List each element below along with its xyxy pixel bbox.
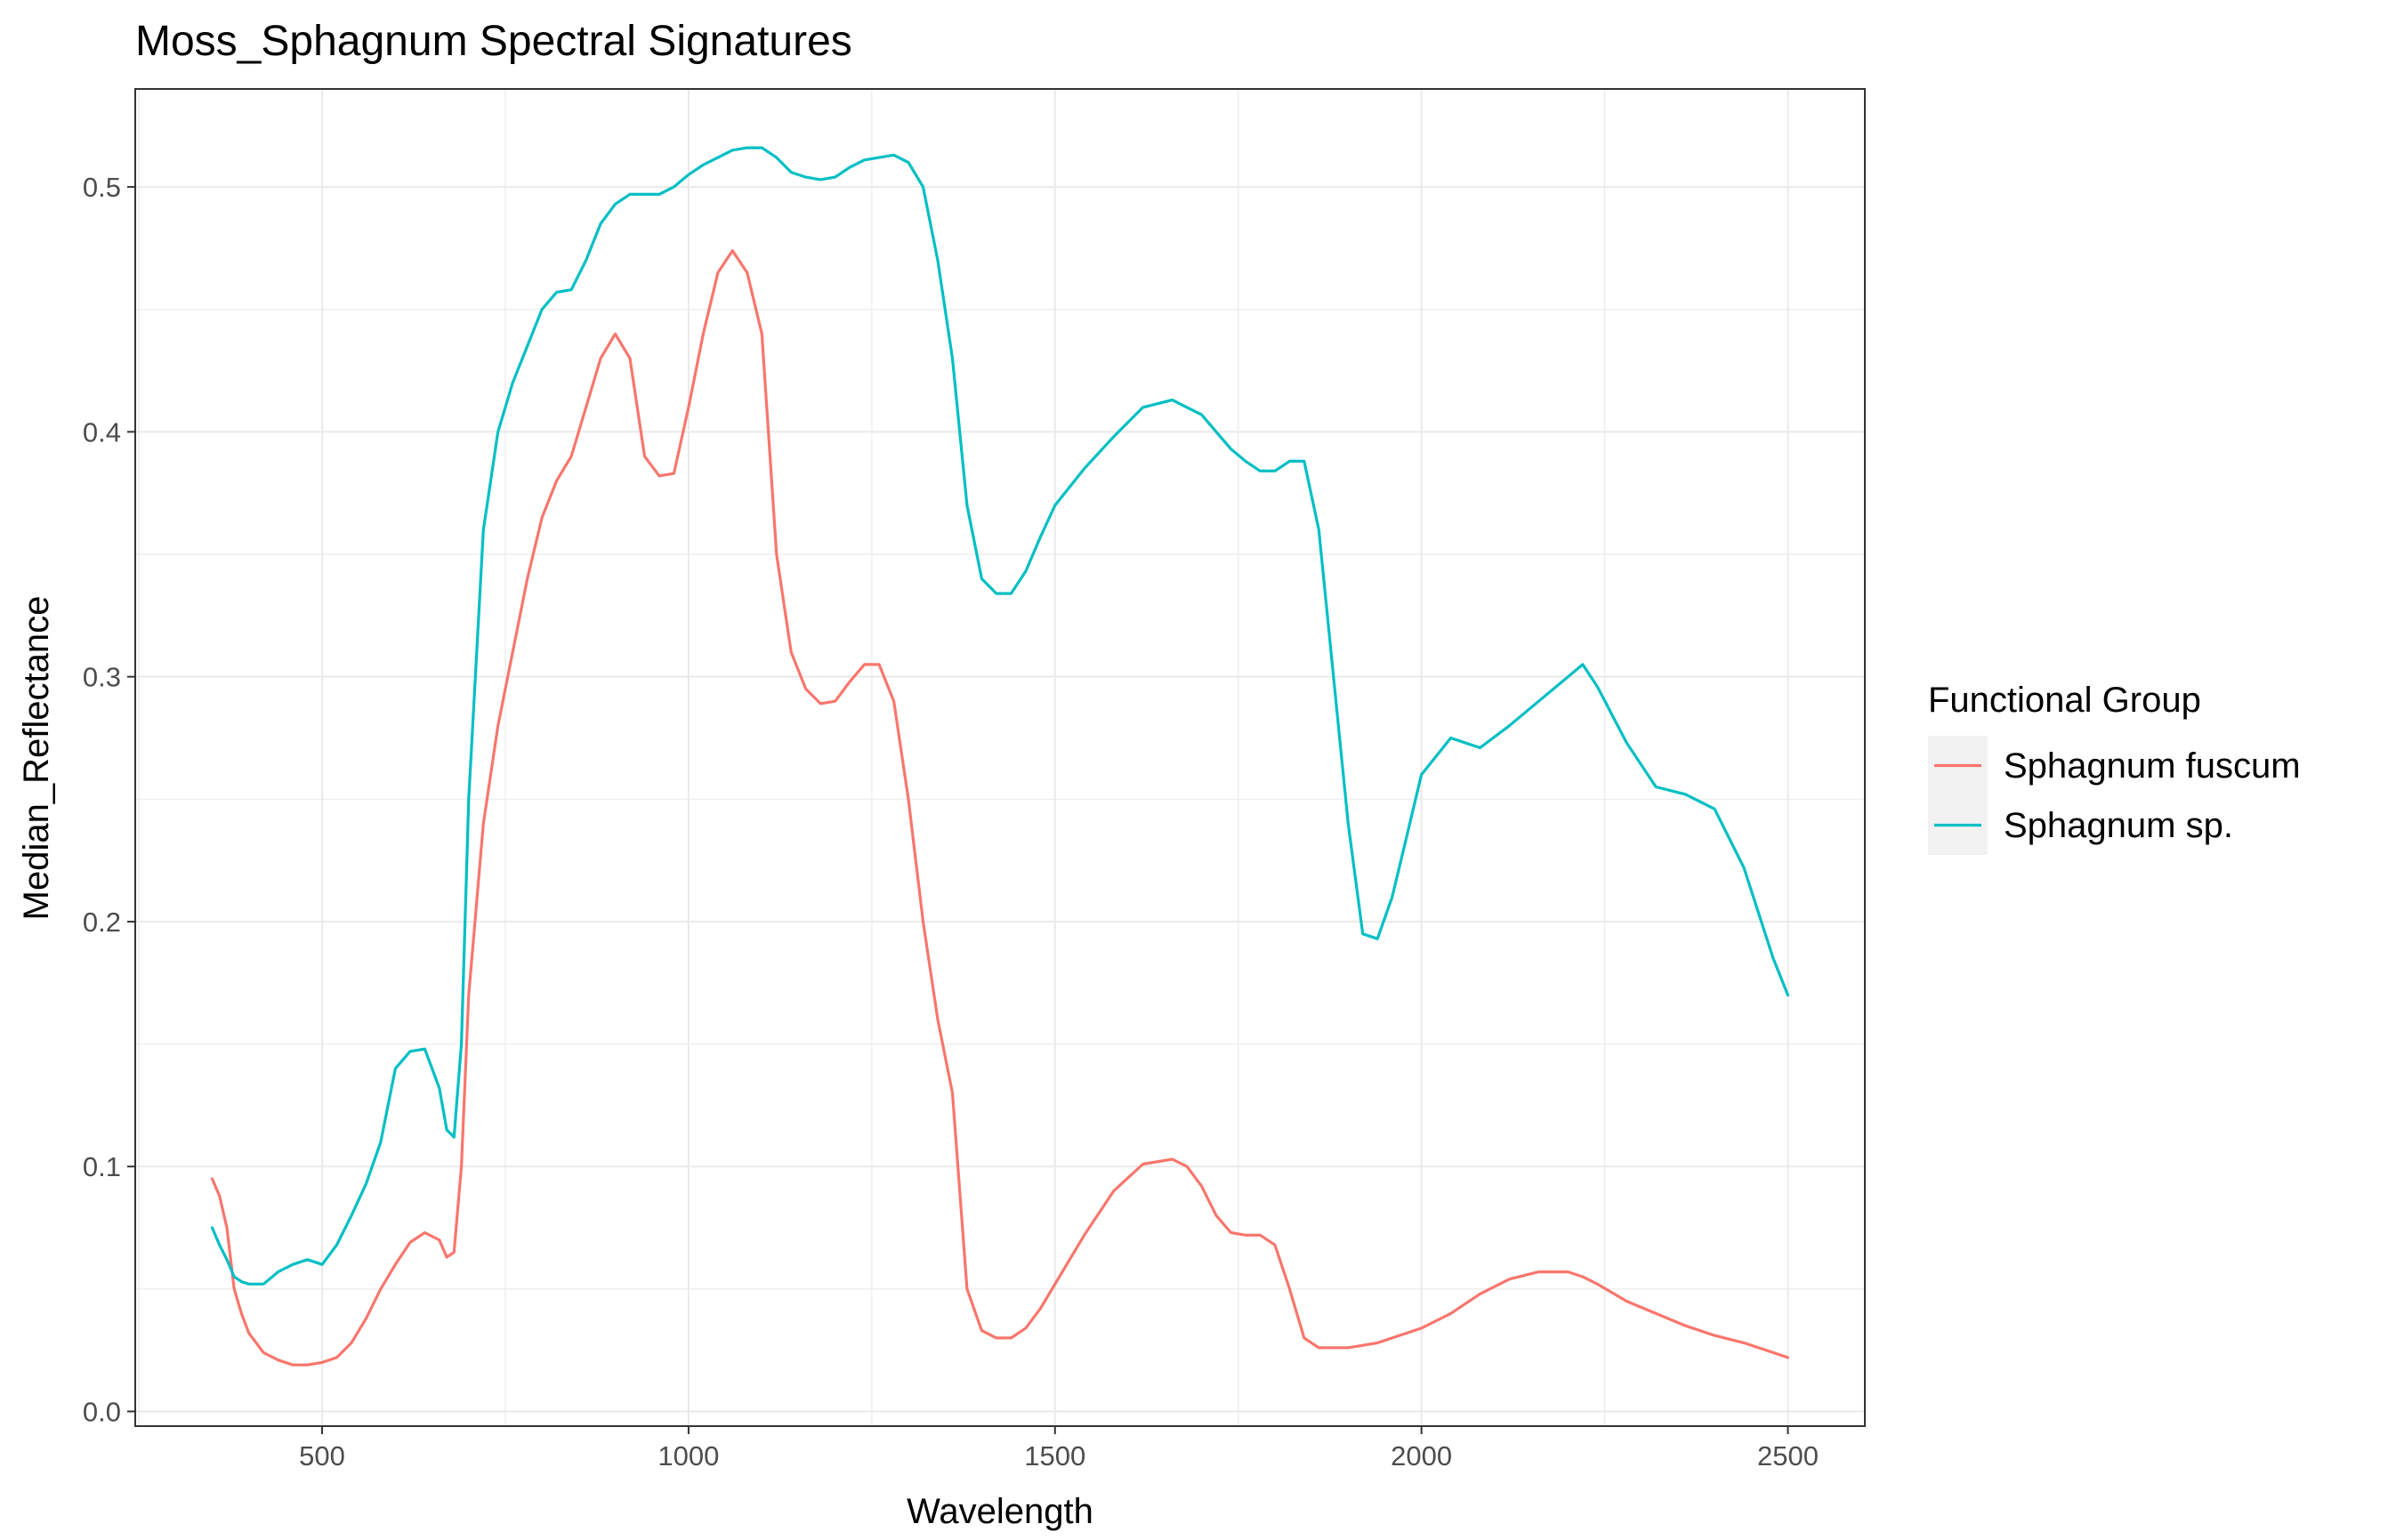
- plot-panel: [135, 89, 1865, 1426]
- x-tick-label: 2500: [1757, 1440, 1819, 1471]
- y-tick-label: 0.3: [83, 662, 121, 693]
- y-axis-title: Median_Reflectance: [17, 596, 56, 921]
- legend-items: Sphagnum fuscum Sphagnum sp.: [1928, 736, 2301, 855]
- legend-title: Functional Group: [1928, 681, 2201, 720]
- x-tick-label: 1500: [1024, 1440, 1085, 1471]
- x-tick-label: 500: [299, 1440, 345, 1471]
- x-tick-label: 1000: [657, 1440, 719, 1471]
- plot-border: [134, 88, 1866, 1427]
- x-axis-title: Wavelength: [907, 1492, 1093, 1531]
- series-layer: [210, 146, 1790, 1367]
- series-line-1: [210, 249, 1790, 1367]
- legend-label: Sphagnum fuscum: [2004, 746, 2301, 786]
- legend-label: Sphagnum sp.: [2004, 806, 2233, 845]
- x-tick-label: 2000: [1391, 1440, 1452, 1471]
- y-tick-label: 0.1: [83, 1151, 121, 1182]
- y-tick-label: 0.4: [83, 416, 121, 447]
- y-tick-label: 0.0: [83, 1396, 121, 1427]
- y-tick-label: 0.5: [83, 172, 121, 203]
- x-axis: 500 1000 1500 2000 2500: [299, 1426, 1819, 1471]
- minor-gridlines: [135, 89, 1865, 1426]
- legend: Functional Group Sphagnum fuscumSphagnum…: [1928, 681, 2301, 855]
- chart-title: Moss_Sphagnum Spectral Signatures: [135, 18, 852, 65]
- series-line-2: [210, 146, 1790, 1286]
- y-tick-label: 0.2: [83, 907, 121, 938]
- major-gridlines: [135, 89, 1865, 1426]
- y-axis: 0.0 0.1 0.2 0.3 0.4 0.5: [83, 172, 135, 1427]
